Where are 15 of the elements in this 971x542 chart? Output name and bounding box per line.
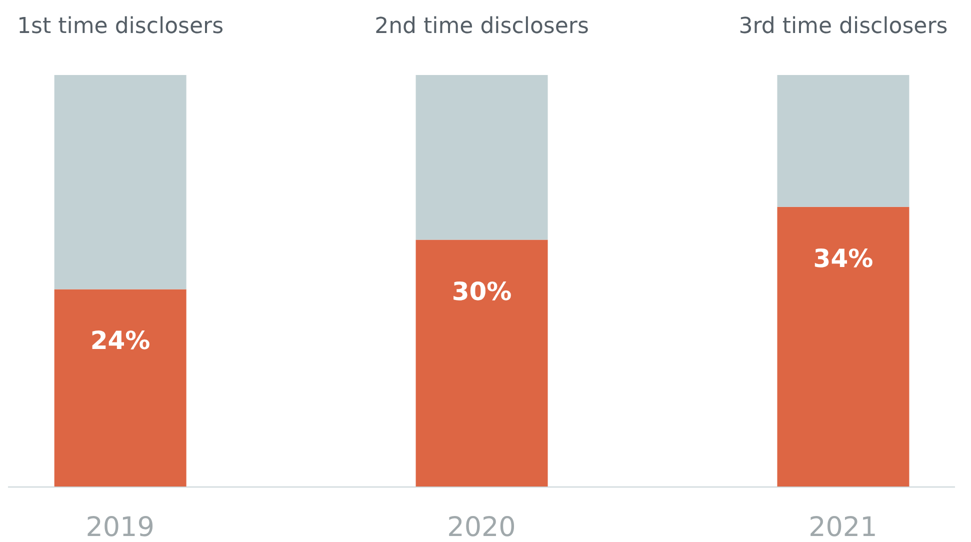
bar [416,75,548,240]
data-label: 34% [813,244,874,273]
bar [777,206,910,487]
bar [416,240,548,487]
text: 3rd time disclosers [738,14,948,39]
x-tick-label: 2019 [86,512,154,542]
bar [54,75,186,290]
data-label: 24% [90,326,150,356]
bar [777,75,910,207]
x-tick-label: 2021 [808,512,878,542]
data-label: 30% [452,276,512,306]
bar [54,289,186,487]
text: 1st time disclosers [17,14,224,39]
text: 2nd time disclosers [374,14,589,39]
x-tick-label: 2020 [447,512,516,542]
